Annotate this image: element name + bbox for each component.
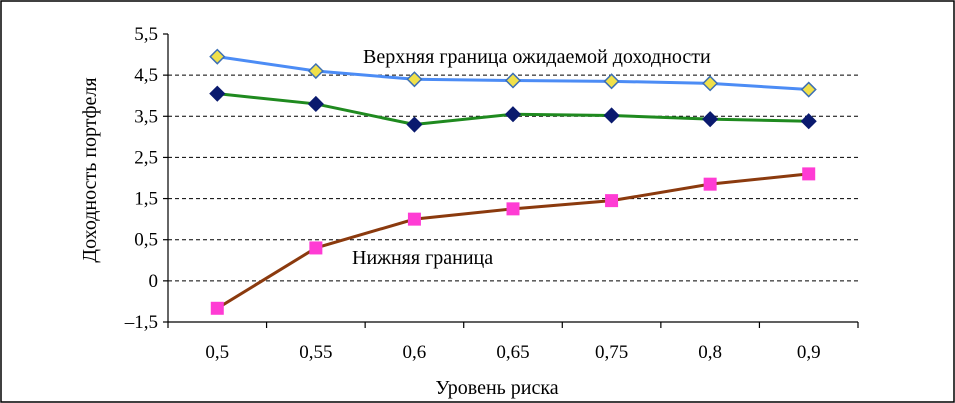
data-point: [309, 241, 323, 255]
grid-layer: [168, 74, 858, 282]
data-point: [703, 177, 717, 191]
x-tick-label: 0,6: [403, 342, 427, 363]
axis-layer: [167, 34, 858, 323]
data-point: [307, 95, 324, 113]
series-3: [210, 167, 816, 315]
x-axis-title: Уровень риска: [435, 377, 558, 399]
series-1: [209, 48, 817, 98]
data-point: [800, 113, 817, 130]
data-point: [209, 48, 226, 65]
x-tick-label: 0,75: [595, 342, 628, 363]
data-point: [407, 212, 421, 226]
series-layer: [209, 48, 817, 315]
y-tick-label: 1,5: [134, 189, 158, 210]
data-point: [209, 85, 226, 102]
y-tick-label: –1,5: [124, 312, 158, 333]
data-point: [406, 71, 423, 88]
y-tick-layer: 5,5 4,5 3,5 2,5 1,5 0,5 0 –1,5: [124, 24, 168, 333]
series-2: [209, 85, 817, 133]
x-tick-label: 0,8: [698, 342, 722, 363]
data-point: [603, 73, 620, 90]
data-point: [605, 194, 619, 208]
data-point: [210, 301, 224, 315]
y-tick-label: 5,5: [134, 24, 158, 45]
x-tick-label: 0,9: [797, 342, 821, 363]
x-tick-label: 0,5: [205, 342, 229, 363]
x-tick-label: 0,65: [496, 342, 529, 363]
x-tick-label: 0,55: [299, 342, 332, 363]
y-tick-label: 4,5: [134, 65, 158, 86]
y-axis-title: Доходность портфеля: [79, 77, 101, 262]
data-point: [802, 167, 816, 181]
data-point: [504, 106, 522, 123]
data-point: [702, 75, 719, 92]
data-point: [504, 72, 522, 89]
y-tick-label: 2,5: [134, 147, 158, 168]
y-tick-label: 0: [149, 271, 159, 292]
x-tick-layer: 0,5 0,55 0,6 0,65 0,75 0,8 0,9: [167, 322, 859, 363]
data-point: [506, 202, 520, 216]
y-tick-label: 3,5: [134, 106, 158, 127]
lower-bound-annotation: Нижняя граница: [352, 247, 493, 269]
data-point: [702, 111, 719, 128]
data-point: [406, 116, 423, 133]
data-point: [307, 62, 324, 80]
upper-bound-annotation: Верхняя граница ожидаемой доходности: [363, 46, 711, 68]
data-point: [800, 81, 817, 98]
data-point: [603, 107, 620, 124]
y-tick-label: 0,5: [134, 230, 158, 251]
